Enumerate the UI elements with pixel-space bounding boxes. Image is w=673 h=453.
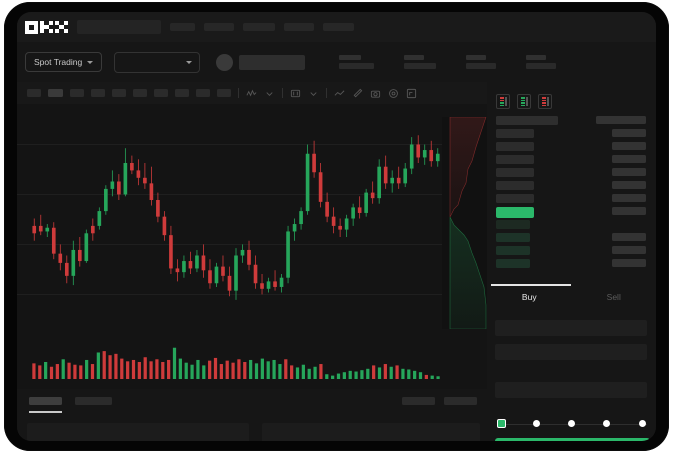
toolbar-divider	[326, 88, 327, 98]
timeframe-1d[interactable]	[154, 89, 168, 97]
tab-open-orders[interactable]	[29, 397, 62, 405]
chevron-down-icon	[87, 60, 94, 64]
orders-card-right	[262, 423, 480, 441]
okx-logo[interactable]	[25, 20, 68, 34]
order-book-header-row	[487, 116, 656, 129]
tab-sell[interactable]: Sell	[572, 284, 657, 310]
order-book-bid-row[interactable]	[487, 220, 656, 233]
candlestick-chart[interactable]	[17, 104, 487, 329]
coin-avatar	[216, 53, 234, 71]
buy-submit-button[interactable]	[495, 438, 650, 441]
nav-item-4[interactable]	[284, 23, 314, 31]
timeframe-4h[interactable]	[133, 89, 147, 97]
camera-icon[interactable]	[370, 88, 381, 99]
trading-mode-label: Spot Trading	[34, 57, 83, 67]
nav-item-5[interactable]	[323, 23, 354, 31]
timeframe-15m[interactable]	[70, 89, 84, 97]
nav-item-3[interactable]	[243, 23, 275, 31]
toolbar-divider	[282, 88, 283, 98]
chevron-down-icon[interactable]	[264, 88, 275, 99]
logo-x-glyph	[55, 20, 68, 34]
app-screen: Spot Trading	[17, 12, 656, 441]
candlestick-series	[32, 135, 440, 300]
order-book-highlight-row[interactable]	[487, 207, 656, 220]
compare-icon[interactable]	[290, 88, 301, 99]
pair-select[interactable]	[114, 51, 201, 73]
timeframe-30m[interactable]	[91, 89, 105, 97]
order-book-ask-row[interactable]	[487, 142, 656, 155]
tab-order-history[interactable]	[75, 397, 112, 405]
buy-sell-tabs: Buy Sell	[487, 284, 656, 310]
order-amount-field[interactable]	[495, 344, 647, 360]
slider-node-100[interactable]	[639, 420, 646, 427]
toolbar-divider	[238, 88, 239, 98]
bottom-action-1[interactable]	[402, 397, 435, 405]
pair-name-label	[239, 54, 306, 70]
order-book-ask-row[interactable]	[487, 181, 656, 194]
device-bezel-ring	[4, 2, 669, 451]
order-book-bid-row[interactable]	[487, 259, 656, 272]
chevron-down-icon	[186, 60, 193, 64]
timeframe-1w[interactable]	[175, 89, 189, 97]
stat-last-price	[339, 55, 375, 69]
order-book-ask-row[interactable]	[487, 155, 656, 168]
active-tab-underline	[29, 411, 62, 413]
orderbook-mode-bids[interactable]	[517, 94, 531, 109]
order-book-rows[interactable]	[487, 116, 656, 272]
timeframe-more[interactable]	[217, 89, 231, 97]
slider-node-0[interactable]	[497, 419, 506, 428]
order-price-field[interactable]	[495, 320, 647, 336]
tab-sell-label: Sell	[606, 292, 621, 302]
search-input[interactable]	[77, 20, 161, 34]
orderbook-mode-asks[interactable]	[538, 94, 552, 109]
timeframe-1M[interactable]	[196, 89, 210, 97]
chart-toolbar	[17, 82, 487, 104]
stat-24h-high	[466, 55, 497, 69]
slider-node-50[interactable]	[568, 420, 575, 427]
volume-chart[interactable]	[17, 329, 487, 389]
stat-24h-change	[404, 55, 437, 69]
amount-percent-slider[interactable]	[497, 418, 647, 430]
top-header	[17, 12, 656, 42]
nav-item-1[interactable]	[170, 23, 195, 31]
timeframe-1m[interactable]	[27, 89, 41, 97]
nav-item-2[interactable]	[204, 23, 234, 31]
order-total-field[interactable]	[495, 382, 647, 398]
order-book-ask-row[interactable]	[487, 194, 656, 207]
stat-24h-volume	[526, 55, 557, 69]
chevron-down-icon[interactable]	[308, 88, 319, 99]
settings-icon[interactable]	[388, 88, 399, 99]
pencil-icon[interactable]	[352, 88, 363, 99]
tab-buy-label: Buy	[521, 292, 537, 302]
tab-buy[interactable]: Buy	[487, 284, 572, 310]
logo-o-glyph	[25, 20, 38, 34]
indicators-icon[interactable]	[246, 88, 257, 99]
line-chart-icon[interactable]	[334, 88, 345, 99]
orders-card-left	[27, 423, 249, 441]
bottom-action-2[interactable]	[444, 397, 477, 405]
buy-tab-underline	[491, 284, 571, 286]
depth-chart-overlay	[442, 117, 490, 329]
depth-chart-svg	[442, 117, 490, 329]
timeframe-1h[interactable]	[112, 89, 126, 97]
order-book-bid-row[interactable]	[487, 233, 656, 246]
volume-series	[32, 347, 440, 379]
logo-k-glyph	[40, 20, 53, 34]
order-book-panel: Buy Sell	[487, 82, 656, 441]
orders-panel	[17, 389, 487, 441]
order-book-bid-row[interactable]	[487, 246, 656, 259]
order-book-ask-row[interactable]	[487, 129, 656, 142]
orderbook-mode-both[interactable]	[496, 94, 510, 109]
market-subheader: Spot Trading	[17, 42, 656, 82]
trading-mode-selector[interactable]: Spot Trading	[25, 52, 103, 72]
slider-node-25[interactable]	[533, 420, 540, 427]
order-book-ask-row[interactable]	[487, 168, 656, 181]
timeframe-5m[interactable]	[48, 89, 63, 97]
fullscreen-icon[interactable]	[406, 88, 417, 99]
slider-node-75[interactable]	[603, 420, 610, 427]
